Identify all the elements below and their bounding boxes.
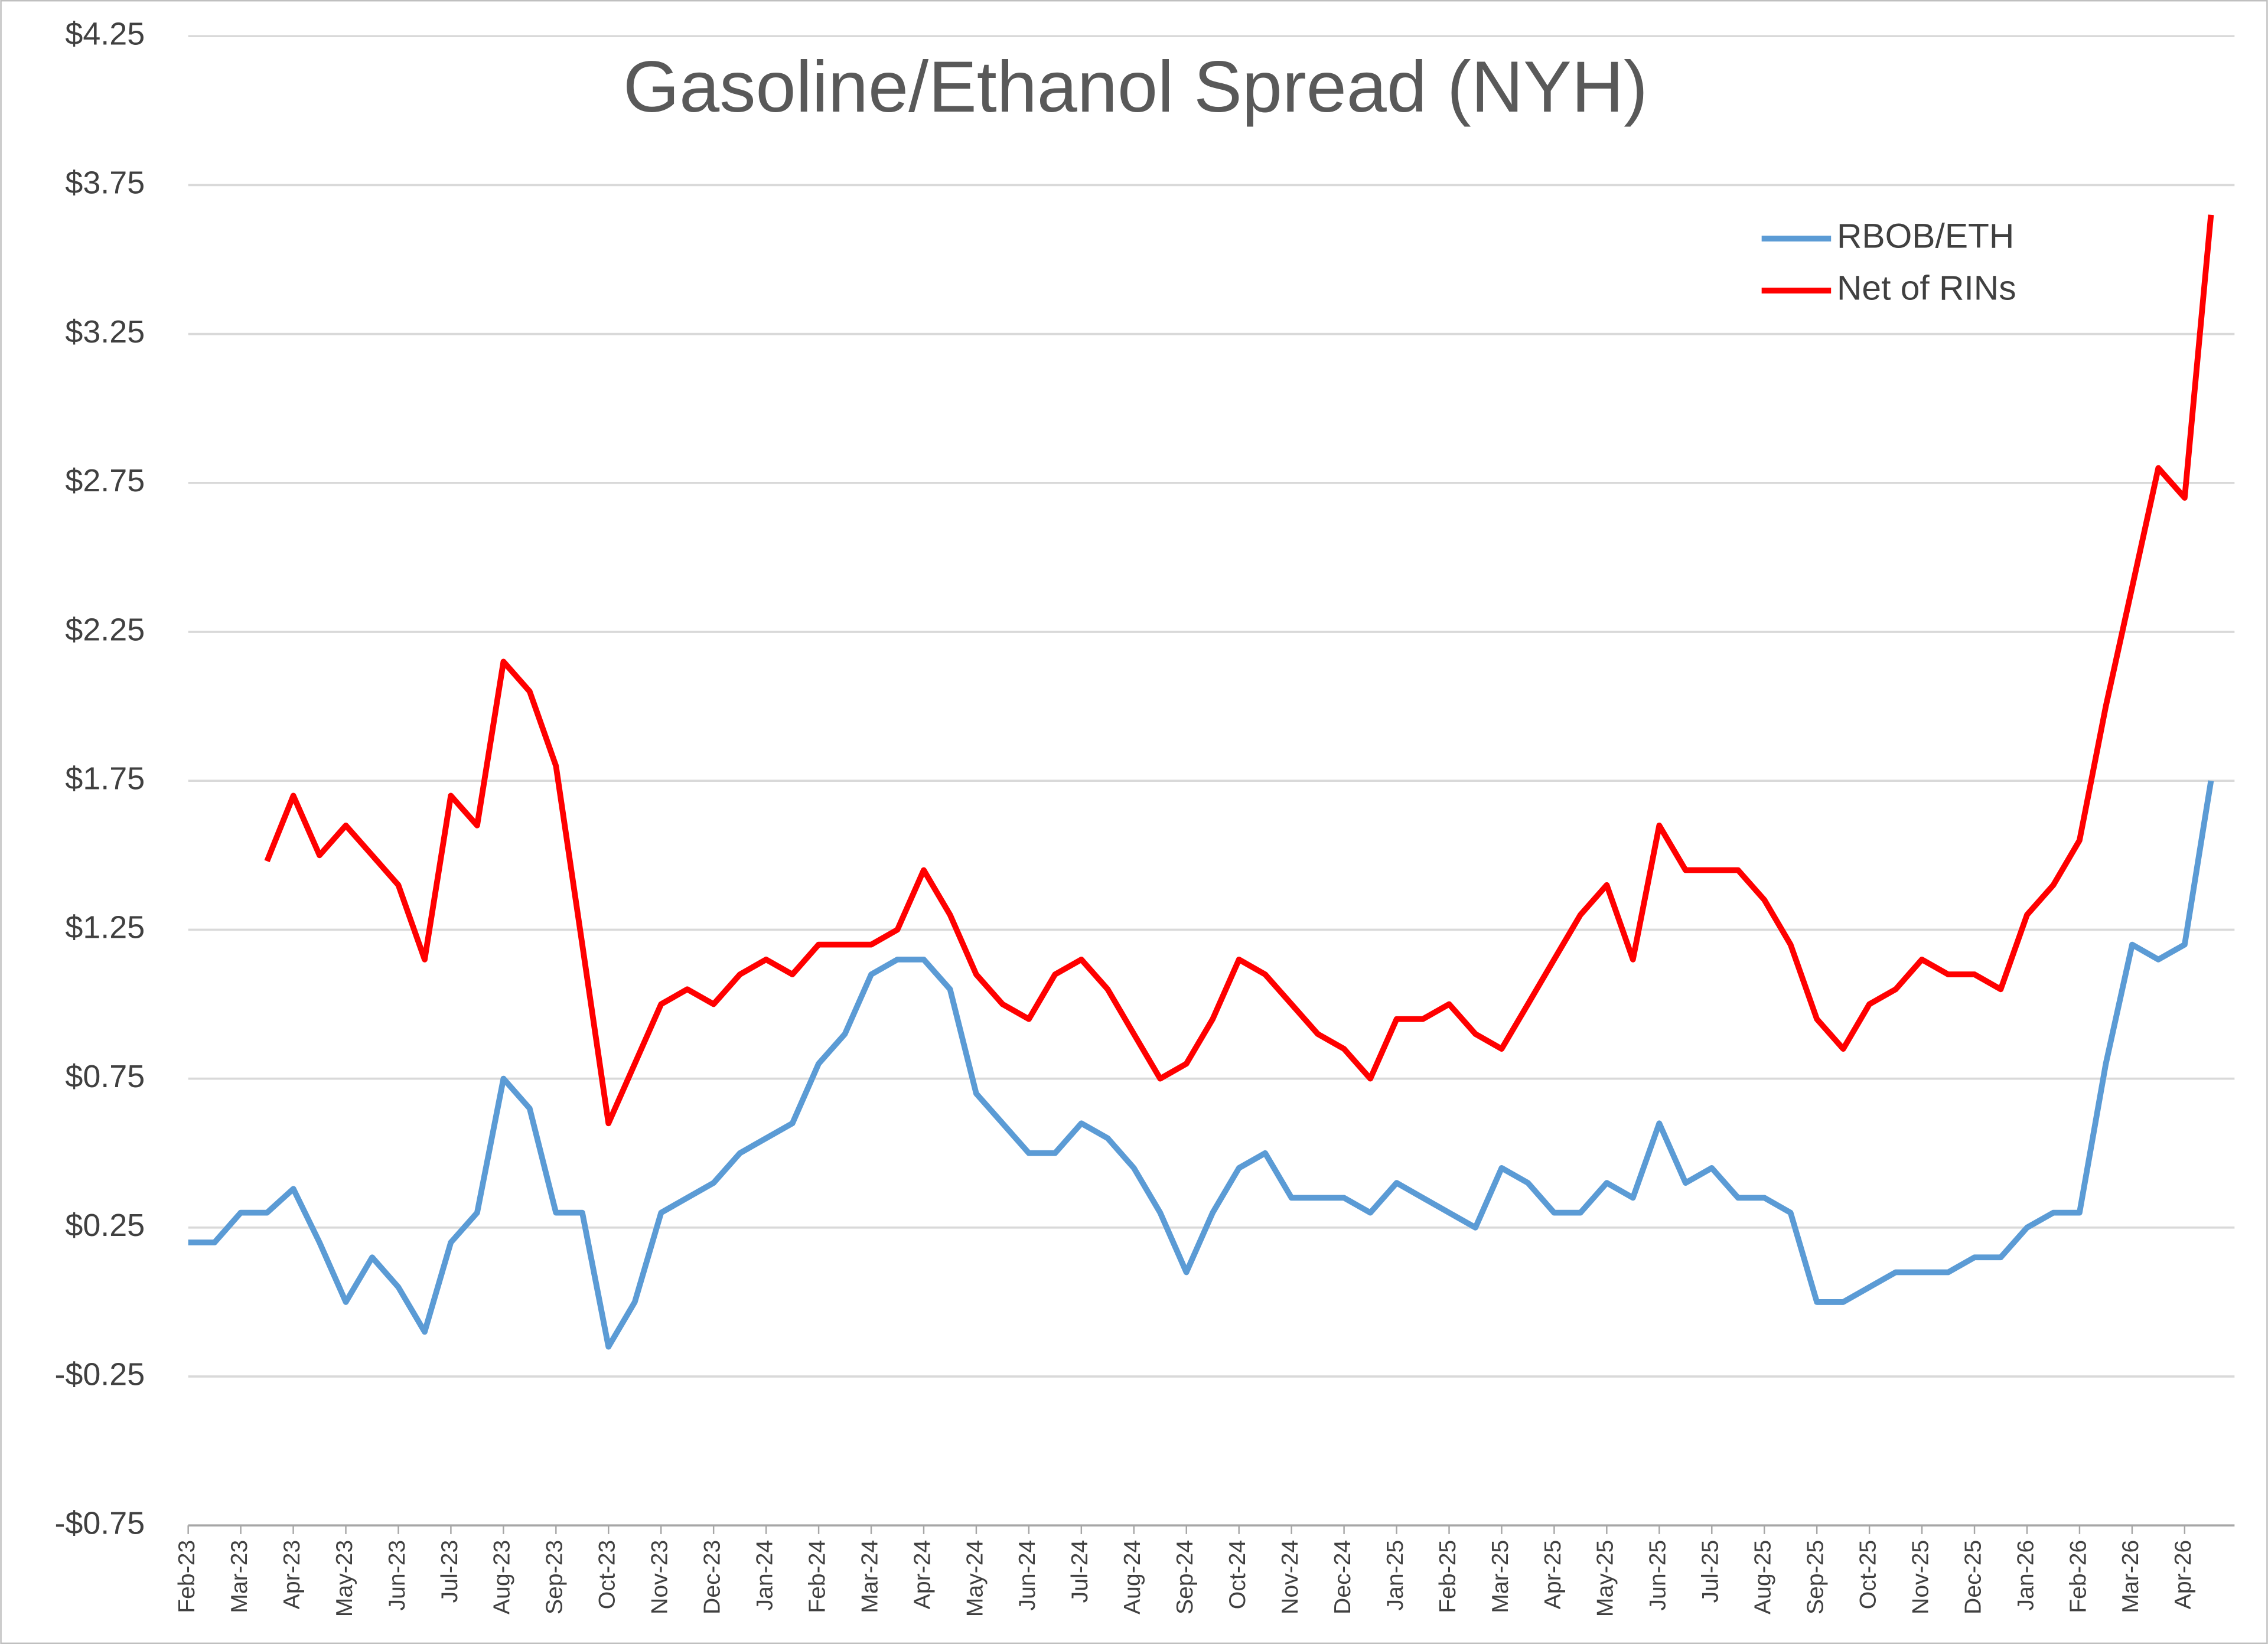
x-tick-label: Jan-26 — [2013, 1540, 2038, 1611]
x-tick-label: Sep-25 — [1803, 1540, 1829, 1614]
x-tick-label: May-25 — [1593, 1540, 1618, 1617]
x-tick-label: Sep-24 — [1172, 1540, 1198, 1614]
x-tick-label: Apr-24 — [910, 1540, 935, 1610]
x-tick-label: Nov-24 — [1278, 1540, 1303, 1614]
x-tick-label: Mar-23 — [227, 1540, 252, 1613]
x-tick-label: Dec-25 — [1960, 1540, 1986, 1614]
x-tick-label: Feb-23 — [174, 1540, 200, 1613]
x-tick-label: Apr-26 — [2171, 1540, 2196, 1610]
x-tick-label: Feb-24 — [804, 1540, 830, 1613]
x-tick-label: Dec-24 — [1330, 1540, 1355, 1614]
y-tick-label: $3.25 — [65, 314, 145, 350]
x-tick-label: May-24 — [962, 1540, 988, 1617]
x-tick-label: Jul-25 — [1698, 1540, 1723, 1603]
x-tick-label: Feb-26 — [2065, 1540, 2091, 1613]
x-tick-label: Mar-24 — [857, 1540, 882, 1613]
x-tick-label: Mar-26 — [2118, 1540, 2143, 1613]
chart-title: Gasoline/Ethanol Spread (NYH) — [623, 46, 1648, 127]
x-tick-label: Oct-25 — [1855, 1540, 1881, 1610]
y-tick-label: $3.75 — [65, 165, 145, 201]
y-tick-label: $0.75 — [65, 1059, 145, 1094]
x-tick-label: Jun-25 — [1645, 1540, 1671, 1611]
x-tick-label: Jan-24 — [752, 1540, 777, 1611]
x-tick-label: Jul-24 — [1067, 1540, 1093, 1603]
legend-label: RBOB/ETH — [1837, 217, 2014, 256]
x-tick-label: May-23 — [332, 1540, 357, 1617]
y-tick-label: $2.75 — [65, 463, 145, 498]
x-tick-label: Jul-23 — [437, 1540, 462, 1603]
x-tick-label: Jan-25 — [1383, 1540, 1408, 1611]
x-tick-label: Sep-23 — [542, 1540, 568, 1614]
x-tick-label: Mar-25 — [1488, 1540, 1513, 1613]
x-tick-label: Jun-23 — [384, 1540, 410, 1611]
y-tick-label: $0.25 — [65, 1208, 145, 1243]
x-tick-label: Oct-24 — [1225, 1540, 1250, 1610]
x-tick-label: Oct-23 — [595, 1540, 620, 1610]
x-tick-label: Dec-23 — [700, 1540, 725, 1614]
x-tick-label: Nov-23 — [647, 1540, 673, 1614]
y-tick-label: $1.25 — [65, 910, 145, 945]
x-tick-label: Jun-24 — [1015, 1540, 1040, 1611]
x-tick-label: Aug-23 — [490, 1540, 515, 1614]
x-tick-label: Aug-24 — [1120, 1540, 1145, 1614]
series-line — [188, 780, 2214, 1350]
x-tick-label: Apr-23 — [279, 1540, 305, 1610]
x-tick-label: Feb-25 — [1435, 1540, 1461, 1613]
y-tick-label: $2.25 — [65, 612, 145, 647]
legend-label: Net of RINs — [1837, 269, 2016, 308]
series-line — [264, 214, 2214, 1127]
x-tick-label: Nov-25 — [1908, 1540, 1933, 1614]
x-tick-label: Aug-25 — [1751, 1540, 1776, 1614]
y-tick-label: -$0.75 — [54, 1505, 145, 1541]
x-tick-label: Apr-25 — [1540, 1540, 1566, 1610]
y-tick-label: $1.75 — [65, 761, 145, 796]
y-tick-label: $4.25 — [65, 16, 145, 51]
y-tick-label: -$0.25 — [54, 1356, 145, 1392]
